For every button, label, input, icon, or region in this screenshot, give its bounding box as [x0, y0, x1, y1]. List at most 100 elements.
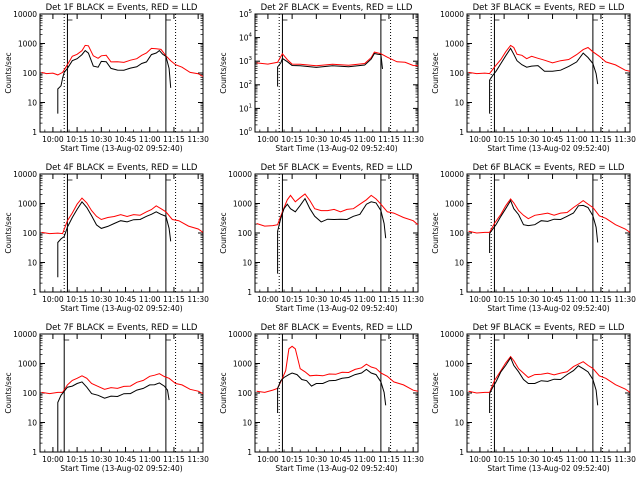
events-series-line: [57, 200, 172, 278]
interval-flag: [165, 14, 171, 21]
interval-flag: [165, 174, 171, 181]
y-tick-label: 1: [32, 128, 37, 137]
x-tick-label: 10:00: [42, 455, 64, 464]
y-tick-label: 1000: [445, 40, 464, 49]
interval-flag: [282, 334, 288, 341]
events-series-line: [57, 381, 170, 452]
lld-series-line: [41, 197, 204, 235]
detector-panel: Det 5F BLACK = Events, RED = LLD 1 10 100 10…: [219, 163, 424, 313]
x-tick-label: 10:45: [330, 135, 352, 144]
y-tick-label: 1: [459, 448, 464, 457]
y-tick-label: 10000: [13, 10, 37, 19]
y-tick-label: 10: [242, 259, 252, 268]
interval-flag: [380, 334, 386, 341]
y-tick-label: 1: [459, 288, 464, 297]
x-tick-label: 10:00: [469, 455, 491, 464]
plot-frame: [466, 13, 631, 133]
interval-flag: [165, 334, 171, 341]
x-tick-label: 11:15: [163, 135, 185, 144]
y-tick-exponent: 2: [249, 80, 253, 86]
y-tick-label: 1: [459, 128, 464, 137]
panel-title: Det 5F BLACK = Events, RED = LLD: [261, 163, 413, 173]
y-tick-label: 10: [454, 259, 464, 268]
x-tick-label: 11:15: [163, 455, 185, 464]
x-axis-label: Start Time (13-Aug-02 09:52:40): [487, 464, 609, 473]
panel-title: Det 7F BLACK = Events, RED = LLD: [46, 323, 198, 333]
y-tick-label: 10: [27, 419, 37, 428]
y-axis-label: Counts/sec: [4, 212, 13, 253]
events-series-line: [277, 368, 387, 413]
x-tick-label: 10:15: [281, 455, 303, 464]
detector-panel: Det 1F BLACK = Events, RED = LLD 1 10 100 10…: [4, 3, 209, 153]
x-tick-label: 11:15: [378, 295, 400, 304]
detector-panel: Det 9F BLACK = Events, RED = LLD 1 10 100 10…: [431, 323, 636, 473]
interval-flag: [380, 14, 386, 21]
x-axis-label: Start Time (13-Aug-02 09:52:40): [487, 144, 609, 153]
x-tick-label: 10:00: [257, 295, 279, 304]
x-tick-label: 10:15: [66, 455, 88, 464]
x-tick-label: 11:30: [402, 455, 424, 464]
x-axis-label: Start Time (13-Aug-02 09:52:40): [60, 144, 182, 153]
y-tick-label: 100: [23, 69, 38, 78]
x-tick-label: 10:30: [91, 295, 113, 304]
y-tick-label: 105: [239, 9, 253, 19]
y-tick-label: 100: [23, 389, 38, 398]
y-tick-label: 100: [238, 229, 253, 238]
interval-flag: [592, 174, 598, 181]
y-tick-label: 100: [450, 229, 465, 238]
x-tick-label: 10:00: [469, 135, 491, 144]
x-tick-label: 10:45: [330, 295, 352, 304]
y-axis-label: Counts/sec: [4, 372, 13, 413]
x-tick-label: 10:15: [493, 135, 515, 144]
panel-title: Det 8F BLACK = Events, RED = LLD: [261, 323, 413, 333]
lld-series-line: [256, 193, 419, 227]
x-tick-label: 11:00: [354, 295, 376, 304]
y-tick-label: 1: [32, 448, 37, 457]
events-series-line: [277, 197, 387, 274]
detector-panel: Det 4F BLACK = Events, RED = LLD 1 10 100 10…: [4, 163, 209, 313]
y-tick-label: 1: [247, 288, 252, 297]
y-tick-label: 1000: [233, 200, 252, 209]
interval-flag: [494, 14, 500, 21]
y-tick-label: 10000: [13, 330, 37, 339]
lld-series-line: [256, 345, 419, 393]
x-axis-label: Start Time (13-Aug-02 09:52:40): [60, 464, 182, 473]
interval-flag: [494, 174, 500, 181]
y-tick-exponent: 3: [249, 56, 253, 62]
y-tick-label: 1000: [18, 200, 37, 209]
lld-series-line: [41, 373, 204, 395]
y-tick-label: 10000: [228, 170, 252, 179]
interval-flag: [592, 14, 598, 21]
y-tick-label: 10: [454, 99, 464, 108]
y-tick-label: 101: [239, 103, 252, 113]
x-tick-label: 10:30: [91, 455, 113, 464]
x-tick-label: 11:15: [378, 455, 400, 464]
x-axis-label: Start Time (13-Aug-02 09:52:40): [275, 144, 397, 153]
y-tick-label: 10000: [13, 170, 37, 179]
interval-flag: [63, 334, 70, 341]
x-tick-label: 10:30: [306, 135, 328, 144]
y-tick-label: 1000: [445, 360, 464, 369]
x-tick-label: 10:30: [306, 455, 328, 464]
lld-series-line: [468, 355, 631, 394]
y-tick-label: 100: [238, 389, 253, 398]
events-series-line: [57, 49, 172, 114]
y-tick-label: 100: [450, 389, 465, 398]
x-tick-label: 10:15: [66, 135, 88, 144]
plot-frame: [466, 173, 631, 293]
y-tick-label: 1000: [445, 200, 464, 209]
x-axis-label: Start Time (13-Aug-02 09:52:40): [275, 464, 397, 473]
y-tick-label: 10: [27, 259, 37, 268]
plot-frame: [254, 333, 419, 453]
plot-frame: [254, 173, 419, 293]
lld-series-line: [256, 51, 419, 67]
y-tick-label: 10: [242, 419, 252, 428]
x-tick-label: 10:00: [469, 295, 491, 304]
x-tick-label: 11:00: [139, 135, 161, 144]
x-tick-label: 11:30: [187, 135, 209, 144]
detector-panel: Det 7F BLACK = Events, RED = LLD 1 10 100 10…: [4, 323, 209, 473]
x-tick-label: 11:30: [614, 455, 636, 464]
x-tick-label: 11:15: [590, 455, 612, 464]
x-tick-label: 11:00: [566, 295, 588, 304]
interval-flag: [592, 334, 598, 341]
